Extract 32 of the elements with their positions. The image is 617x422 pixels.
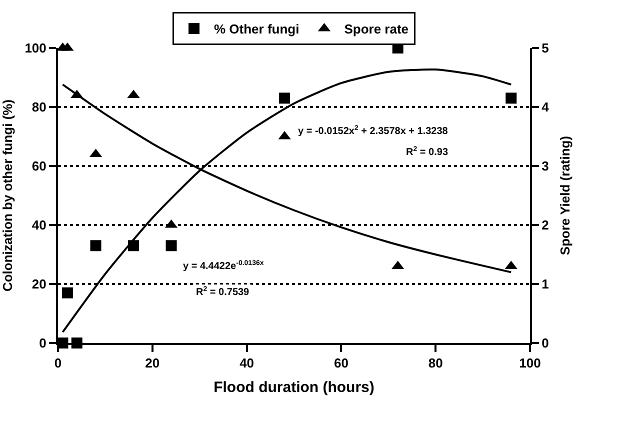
- annotation: R$^{2}$ = 0.93: [406, 146, 448, 158]
- y-tick-label: 100: [24, 40, 46, 56]
- x-tick-label: 20: [145, 356, 160, 371]
- point: [506, 92, 517, 104]
- y2-tick-label: 4: [542, 100, 550, 115]
- annotation: y = -0.0152x$^{2}$ + 2.3578x + 1.3238: [298, 125, 448, 138]
- y2-axis-title: Spore Yield (rating): [558, 136, 573, 256]
- legend-label: % Other fungi: [214, 22, 300, 37]
- x-tick-label: 80: [428, 356, 443, 371]
- y-tick-label: 80: [32, 100, 46, 115]
- y-tick-label: 20: [32, 276, 46, 292]
- x-tick-label: 60: [334, 356, 348, 371]
- point: [279, 92, 290, 104]
- y-axis-title: Colonization by other fungi (%): [0, 99, 15, 292]
- annotation: y = 4.4422e$^{-0.0136x}$: [183, 260, 264, 272]
- y2-tick-label: 5: [542, 40, 549, 56]
- x-tick-label: 40: [240, 356, 254, 371]
- y2-tick-label: 2: [542, 218, 549, 233]
- x-axis-title: Flood duration (hours): [214, 379, 374, 396]
- point: [90, 240, 102, 252]
- x-tick-label: 100: [519, 356, 541, 371]
- y-tick-label: 60: [32, 158, 46, 174]
- y2-tick-label: 3: [542, 158, 549, 174]
- legend-label: Spore rate: [344, 22, 409, 37]
- y2-tick-label: 0: [542, 336, 549, 351]
- y-tick-label: 40: [32, 218, 46, 233]
- y-tick-label: 0: [39, 336, 46, 351]
- point: [62, 287, 73, 298]
- y2-tick-label: 1: [542, 276, 549, 292]
- x-tick-label: 0: [54, 356, 62, 371]
- point: [166, 240, 177, 252]
- annotation: R$^{2}$ = 0.7539: [196, 286, 250, 298]
